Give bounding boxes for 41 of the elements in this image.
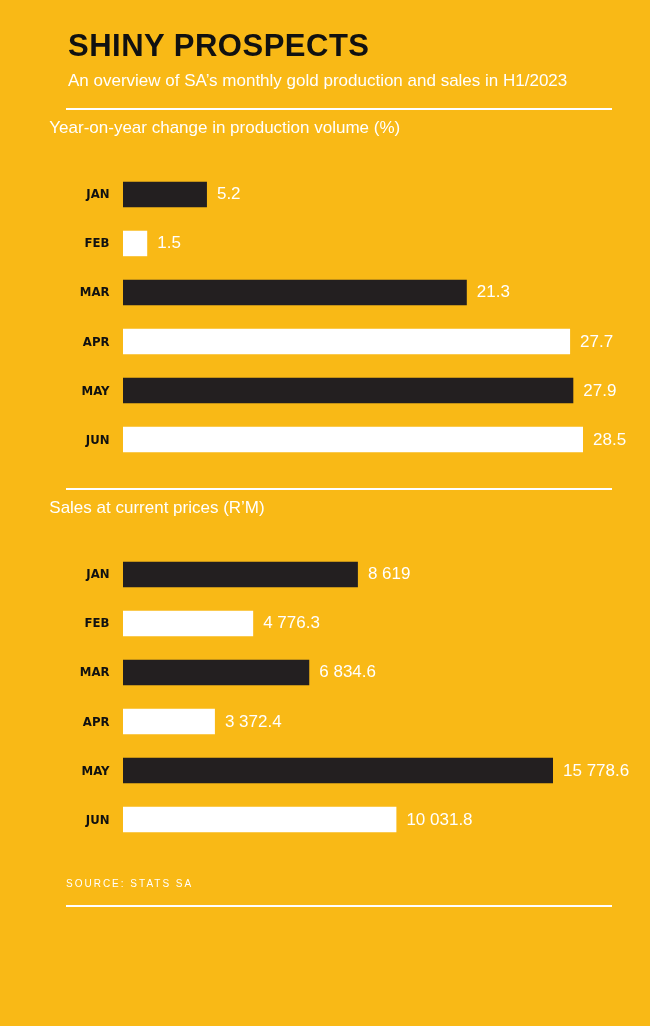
data-label: 21.3 <box>476 282 510 302</box>
y-tick-label: APR <box>82 333 110 349</box>
chart-title: Year-on-year change in production volume (%) <box>49 118 401 137</box>
source-note: SOURCE: STATS SA <box>66 878 195 889</box>
bar <box>123 426 583 453</box>
chart-title: Sales at current prices (R’M) <box>49 498 265 517</box>
y-tick-label: FEB <box>84 615 110 631</box>
y-tick-label: FEB <box>84 235 110 251</box>
bar <box>123 230 148 257</box>
y-tick-label: MAR <box>79 284 110 300</box>
data-label: 4 776.3 <box>263 613 320 633</box>
y-tick-label: JUN <box>84 811 110 827</box>
data-label: 3 372.4 <box>224 711 282 731</box>
y-tick-label: MAY <box>81 382 111 398</box>
bar <box>123 610 254 637</box>
text: An overview of SA’s monthly gold production and sales in H1/2023 <box>68 70 569 92</box>
y-tick-label: APR <box>82 713 110 729</box>
data-label: 27.9 <box>583 380 617 400</box>
data-label: 5.2 <box>216 184 241 204</box>
y-tick-label: MAY <box>81 762 111 778</box>
bar <box>123 328 571 355</box>
data-label: 8 619 <box>367 564 411 584</box>
y-tick-label: JAN <box>85 566 110 582</box>
data-label: 1.5 <box>157 233 181 253</box>
y-tick-label: JUN <box>84 431 110 447</box>
text: SHINY PROSPECTS <box>68 28 371 64</box>
data-label: 6 834.6 <box>319 662 376 682</box>
bar <box>123 377 574 404</box>
data-label: 27.7 <box>580 331 614 351</box>
bar <box>123 561 358 588</box>
bar <box>123 279 467 306</box>
bar <box>123 708 215 735</box>
data-label: 15 778.6 <box>563 760 630 780</box>
data-label: 28.5 <box>593 429 627 449</box>
bar <box>123 757 553 784</box>
bar <box>123 181 207 208</box>
y-tick-label: MAR <box>79 664 110 680</box>
y-tick-label: JAN <box>85 186 110 202</box>
data-label: 10 031.8 <box>406 809 473 829</box>
bar <box>123 659 310 686</box>
bar <box>123 806 397 833</box>
